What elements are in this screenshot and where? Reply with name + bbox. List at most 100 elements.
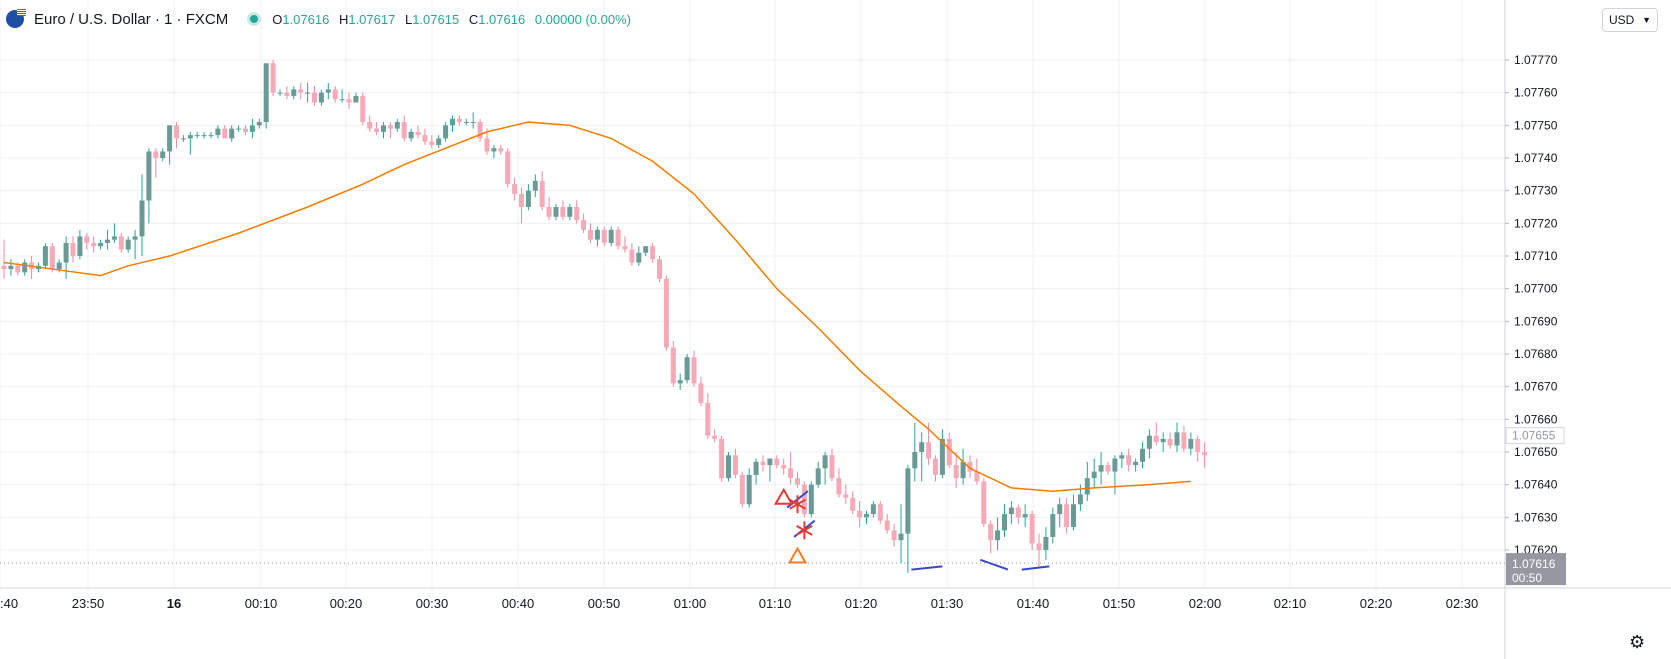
candle-body <box>822 455 828 469</box>
candle-body <box>581 220 587 230</box>
close-value: 1.07616 <box>478 11 526 27</box>
x-tick-label: 16 <box>167 596 181 611</box>
x-tick-label: 01:50 <box>1103 596 1136 611</box>
candle-body <box>857 510 863 518</box>
candle-body <box>939 438 945 475</box>
candle-body <box>429 141 435 145</box>
candle-body <box>532 180 538 191</box>
candle-body <box>167 125 173 152</box>
candle-body <box>1140 448 1145 462</box>
candle-body <box>422 135 428 142</box>
y-tick-label: 1.07630 <box>1514 510 1558 524</box>
candle-body <box>1133 461 1139 466</box>
x-tick-label: 02:10 <box>1274 596 1307 611</box>
candle-body <box>808 484 814 515</box>
candle-body <box>774 458 780 466</box>
candle-body <box>105 239 110 243</box>
candle-body <box>1077 494 1083 505</box>
candle-body <box>525 190 531 207</box>
x-tick-label: 00:40 <box>502 596 535 611</box>
candle-body <box>22 262 28 273</box>
open-label: O <box>272 11 283 27</box>
candle-body <box>1181 432 1187 449</box>
candle-body <box>42 246 48 266</box>
candle-body <box>491 148 497 152</box>
high-value: 1.07617 <box>348 11 396 27</box>
hover-price-label: 1.07655 <box>1512 429 1556 443</box>
market-status-dot[interactable] <box>250 15 259 23</box>
candle-body <box>284 92 290 96</box>
symbol-title[interactable]: Euro / U.S. Dollar · 1 · FXCM <box>34 10 229 28</box>
x-tick-label: 23:50 <box>72 596 105 611</box>
candle-body <box>408 131 414 139</box>
close-label: C <box>468 11 479 27</box>
candle-body <box>374 128 380 132</box>
candle-body <box>546 207 552 217</box>
x-tick-label: 02:30 <box>1446 596 1479 611</box>
candle-body <box>781 465 787 469</box>
candle-body <box>691 357 697 384</box>
candle-body <box>353 95 359 103</box>
candle-body <box>70 242 76 256</box>
candle-body <box>1057 504 1063 515</box>
candle-body <box>56 262 62 270</box>
gear-icon[interactable]: ⚙ <box>1629 632 1646 652</box>
candle-body <box>636 252 642 263</box>
current-price-box <box>1506 553 1566 586</box>
candle-body <box>415 131 421 136</box>
candle-body <box>1050 514 1056 537</box>
candle-body <box>401 122 407 139</box>
candle-body <box>339 99 345 101</box>
y-tick-label: 1.07730 <box>1514 184 1558 198</box>
candle-body <box>139 200 145 237</box>
candle-body <box>215 128 221 136</box>
x-tick-label: 01:40 <box>1017 596 1050 611</box>
candle-body <box>553 207 559 217</box>
candle-body <box>325 89 331 93</box>
candle-body <box>360 95 366 123</box>
candle-body <box>615 229 621 247</box>
candle-body <box>995 530 1001 541</box>
open-value: 1.07616 <box>282 11 330 27</box>
candle-body <box>988 523 994 541</box>
candle-body <box>277 92 283 94</box>
y-tick-label: 1.07650 <box>1514 445 1558 459</box>
candle-body <box>1119 455 1125 459</box>
currency-value: USD <box>1609 13 1635 27</box>
current-price-label: 1.07616 <box>1512 557 1556 571</box>
candle-body <box>63 242 69 263</box>
candle-body <box>153 151 159 158</box>
candle-body <box>567 207 573 217</box>
currency-select[interactable]: USD ▼ <box>1602 8 1658 32</box>
star-marker-stroke <box>796 525 813 536</box>
candle-body <box>318 92 324 103</box>
candle-body <box>850 497 856 511</box>
candle-body <box>394 122 400 129</box>
candle-body <box>905 468 911 534</box>
candle-body <box>1188 438 1194 449</box>
candle-body <box>519 193 524 207</box>
candle-body <box>450 118 455 126</box>
candle-body <box>1 265 7 270</box>
candle-body <box>443 125 449 139</box>
candle-body <box>270 63 276 93</box>
candle-body <box>719 438 725 479</box>
candle-body <box>739 474 745 505</box>
candle-body <box>650 246 656 260</box>
candle-body <box>132 236 138 240</box>
candle-body <box>1002 514 1007 531</box>
candle-body <box>760 461 766 466</box>
candle-body <box>919 442 925 452</box>
candle-body <box>746 474 752 505</box>
candle-body <box>187 135 193 139</box>
x-tick-label: 01:20 <box>845 596 878 611</box>
triangle-marker <box>773 487 794 505</box>
y-tick-label: 1.07710 <box>1514 249 1558 263</box>
candle-body <box>1126 455 1132 466</box>
high-label: H <box>338 11 349 27</box>
candle-body <box>891 530 897 541</box>
candle-body <box>1195 438 1201 452</box>
candle-body <box>1174 432 1180 446</box>
star-marker-stroke <box>789 498 806 510</box>
